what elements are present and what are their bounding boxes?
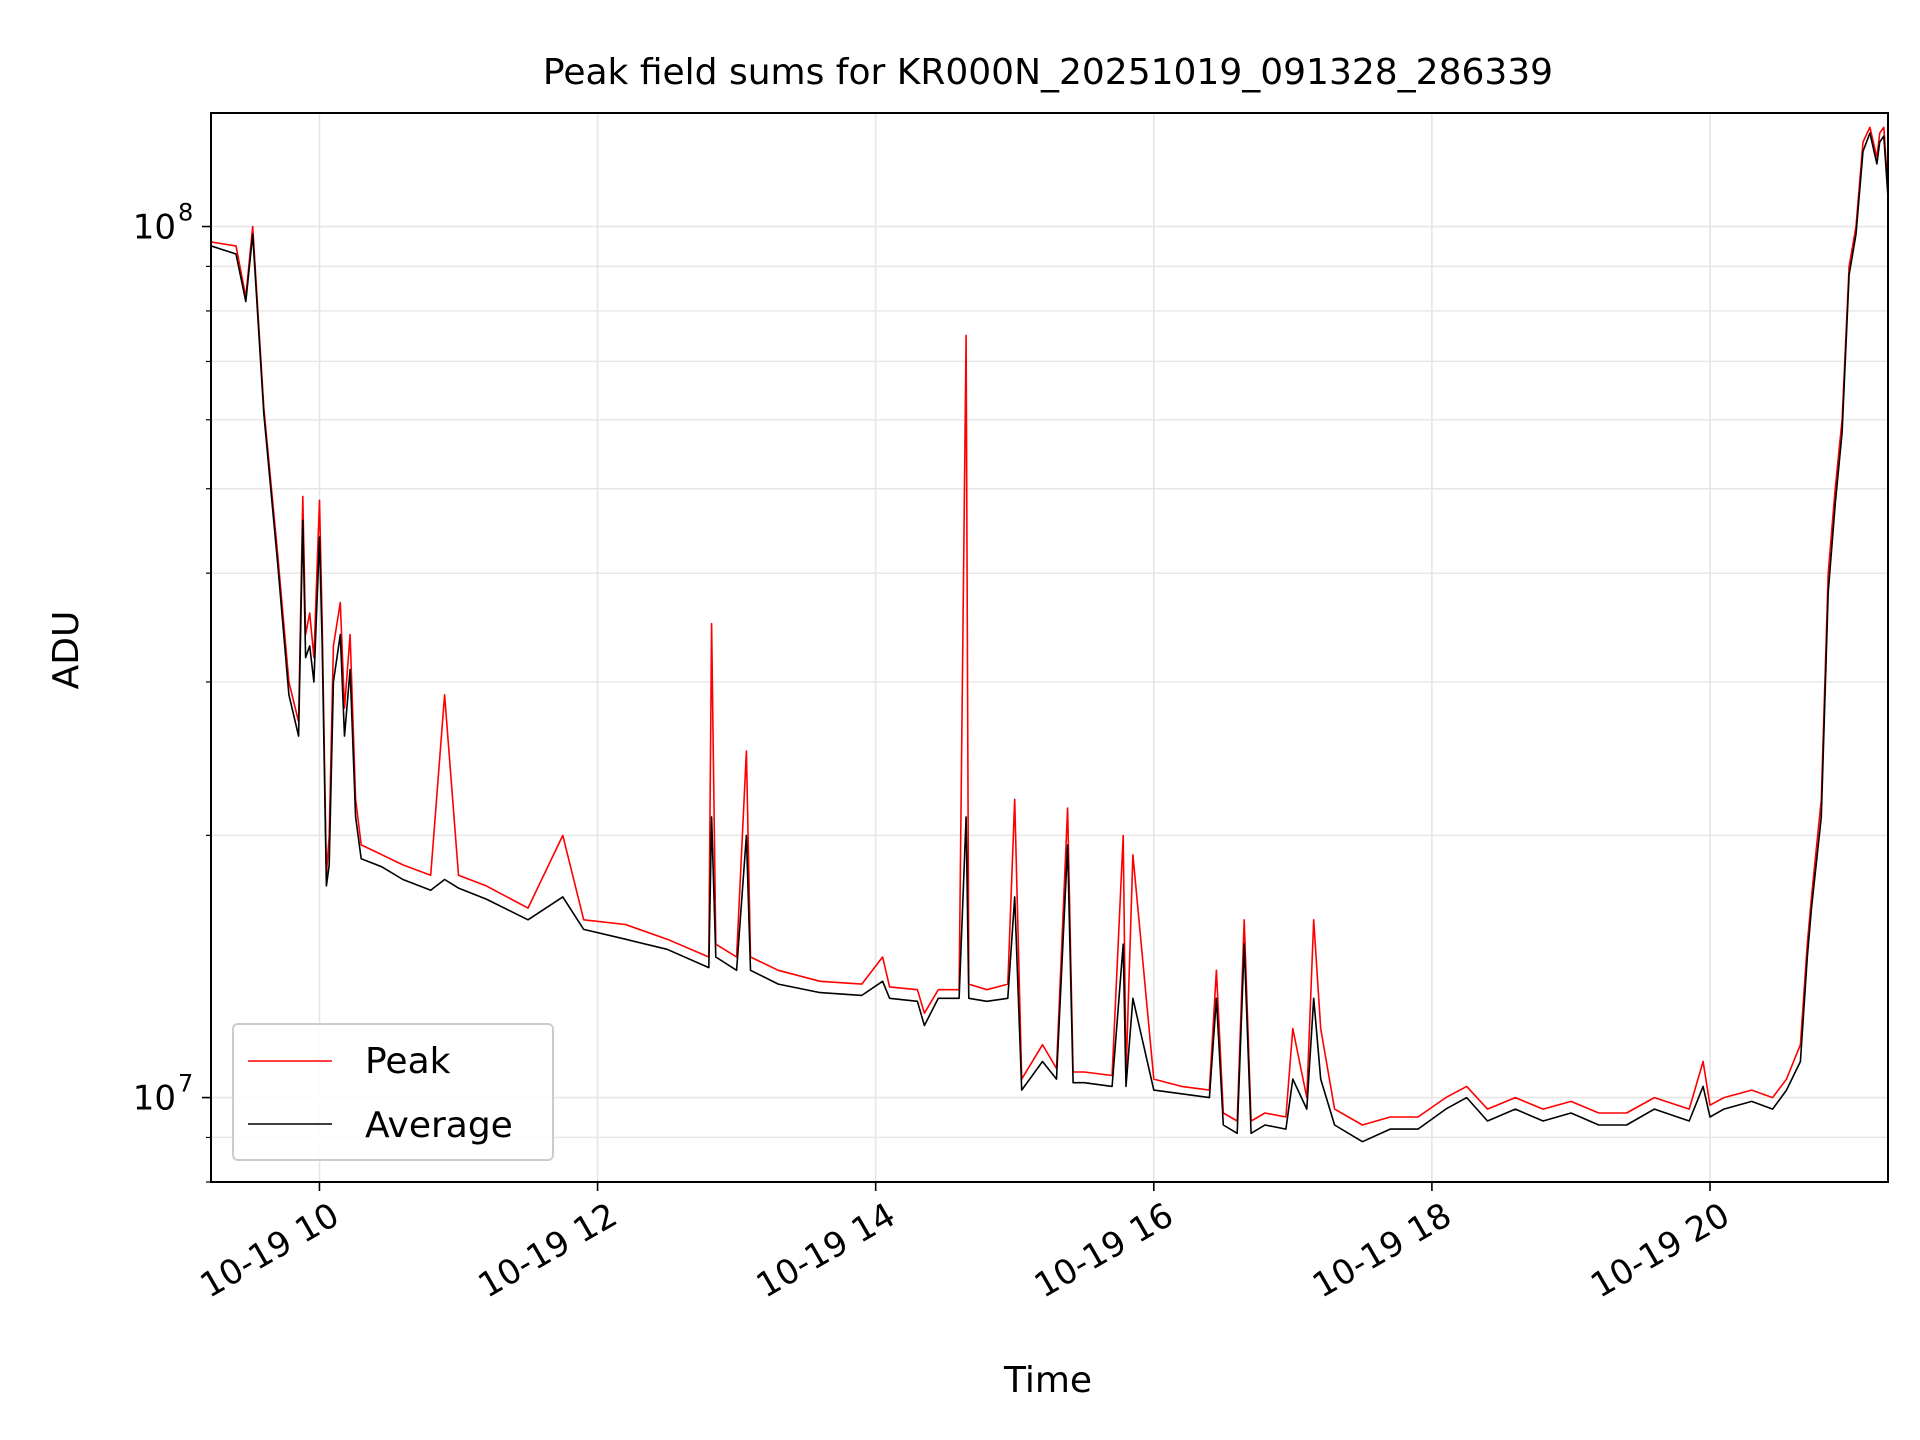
y-tick-exponent: 7: [178, 1070, 193, 1098]
x-axis-label: Time: [1003, 1360, 1092, 1401]
chart-title: Peak field sums for KR000N_20251019_0913…: [543, 52, 1553, 93]
series-line-peak: [211, 126, 1888, 1126]
legend-box: [232, 1023, 554, 1161]
y-tick-exponent: 8: [178, 199, 193, 227]
y-axis-label: ADU: [46, 611, 87, 690]
y-tick-label: 10: [133, 1079, 176, 1119]
plot-area-frame: [210, 112, 1889, 1183]
series-line-average: [211, 132, 1888, 1143]
y-tick-label: 10: [133, 208, 176, 248]
legend: Peak Average: [232, 1023, 554, 1161]
series-layer: [211, 126, 1888, 1143]
legend-label-average: Average: [365, 1105, 513, 1146]
legend-label-peak: Peak: [365, 1041, 451, 1082]
